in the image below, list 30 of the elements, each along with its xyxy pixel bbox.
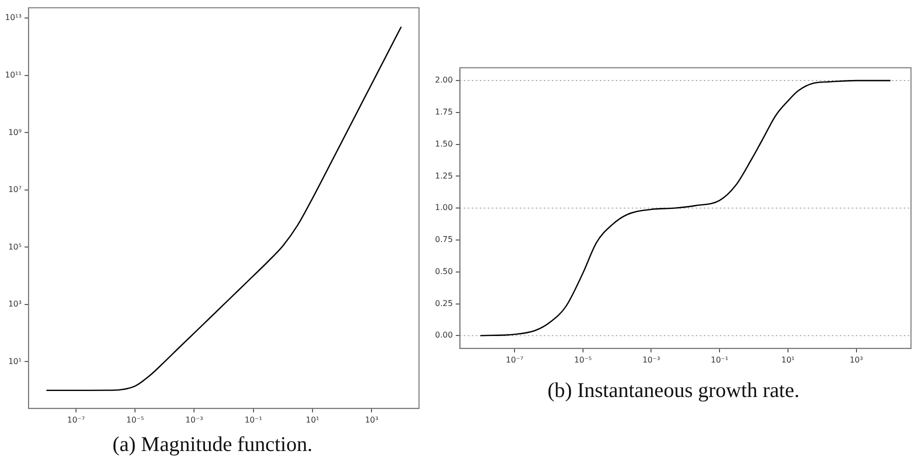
y-tick-label: 1.25 xyxy=(435,171,453,180)
x-tick-label: 10³ xyxy=(850,355,863,364)
y-tick-label: 1.00 xyxy=(435,203,453,212)
x-tick-label: 10⁻⁷ xyxy=(506,355,524,364)
x-tick-label: 10³ xyxy=(364,415,378,424)
y-tick-label: 0.25 xyxy=(435,298,453,308)
x-tick-label: 10⁻⁵ xyxy=(126,415,144,424)
x-tick-label: 10⁻¹ xyxy=(244,415,262,424)
y-tick-label: 1.50 xyxy=(435,139,453,148)
text: (a) Magnitude function. xyxy=(111,432,314,457)
y-tick-label: 0.00 xyxy=(435,330,453,340)
y-tick-label: 10⁹ xyxy=(8,128,22,137)
y-tick-label: 10⁷ xyxy=(8,185,22,194)
line-series xyxy=(46,26,402,391)
x-tick-label: 10⁻³ xyxy=(185,415,204,424)
text: (b) Instantaneous growth rate. xyxy=(546,378,800,403)
y-tick-label: 10¹³ xyxy=(5,13,22,22)
x-tick-label: 10¹ xyxy=(306,415,320,424)
y-tick-label: 1.75 xyxy=(435,108,453,117)
y-tick-label: 0.75 xyxy=(435,235,453,244)
y-tick-label: 0.50 xyxy=(435,266,453,276)
y-tick-label: 10⁵ xyxy=(8,242,22,252)
x-tick-label: 10⁻³ xyxy=(642,355,660,364)
x-tick-label: 10¹ xyxy=(781,355,795,364)
x-tick-label: 10⁻¹ xyxy=(710,355,728,364)
y-tick-label: 10¹¹ xyxy=(5,70,22,80)
y-tick-label: 10³ xyxy=(8,300,22,309)
x-tick-label: 10⁻⁵ xyxy=(574,355,592,364)
x-tick-label: 10⁻⁷ xyxy=(67,415,85,424)
y-tick-label: 2.00 xyxy=(435,76,453,85)
